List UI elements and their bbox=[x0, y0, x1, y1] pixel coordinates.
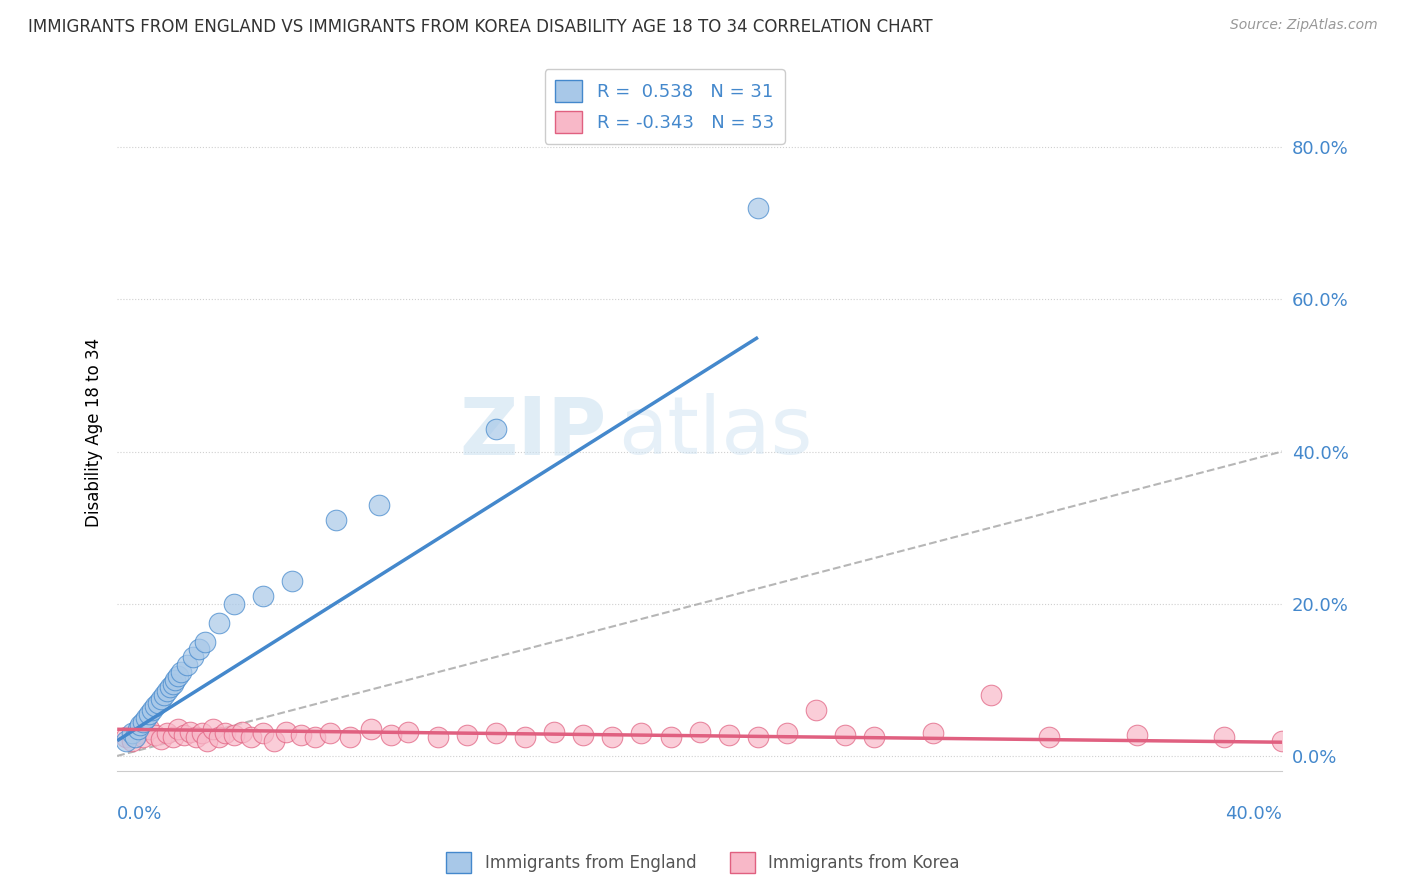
Point bbox=[127, 726, 149, 740]
Point bbox=[717, 728, 740, 742]
Point bbox=[776, 726, 799, 740]
Point bbox=[339, 730, 361, 744]
Text: IMMIGRANTS FROM ENGLAND VS IMMIGRANTS FROM KOREA DISABILITY AGE 18 TO 34 CORRELA: IMMIGRANTS FROM ENGLAND VS IMMIGRANTS FR… bbox=[28, 18, 932, 36]
Point bbox=[132, 714, 155, 729]
Point bbox=[208, 615, 231, 630]
Point bbox=[121, 726, 143, 740]
Point bbox=[274, 724, 297, 739]
Point bbox=[156, 726, 179, 740]
Point bbox=[456, 728, 478, 742]
Point bbox=[165, 673, 187, 687]
Point bbox=[360, 723, 382, 737]
Point bbox=[167, 669, 190, 683]
Point bbox=[124, 730, 146, 744]
Point bbox=[659, 730, 682, 744]
Point bbox=[319, 726, 342, 740]
Point bbox=[252, 726, 274, 740]
Point bbox=[138, 707, 160, 722]
Point bbox=[1213, 730, 1236, 744]
Legend: R =  0.538   N = 31, R = -0.343   N = 53: R = 0.538 N = 31, R = -0.343 N = 53 bbox=[544, 69, 785, 144]
Point bbox=[143, 699, 166, 714]
Point bbox=[1125, 728, 1147, 742]
Point bbox=[135, 711, 157, 725]
Point bbox=[543, 724, 565, 739]
Point bbox=[426, 730, 449, 744]
Legend: Immigrants from England, Immigrants from Korea: Immigrants from England, Immigrants from… bbox=[440, 846, 966, 880]
Point bbox=[263, 733, 285, 747]
Point bbox=[149, 732, 172, 747]
Point bbox=[485, 422, 508, 436]
Point bbox=[138, 723, 160, 737]
Y-axis label: Disability Age 18 to 34: Disability Age 18 to 34 bbox=[86, 338, 103, 527]
Point bbox=[304, 730, 326, 744]
Text: 0.0%: 0.0% bbox=[117, 805, 163, 823]
Point bbox=[863, 730, 886, 744]
Point bbox=[132, 730, 155, 744]
Point bbox=[193, 634, 215, 648]
Point bbox=[252, 589, 274, 603]
Point bbox=[602, 730, 624, 744]
Point bbox=[202, 723, 225, 737]
Point bbox=[398, 724, 420, 739]
Point bbox=[162, 676, 184, 690]
Point bbox=[179, 724, 201, 739]
Point bbox=[156, 684, 179, 698]
Point bbox=[231, 724, 253, 739]
Point bbox=[115, 730, 138, 744]
Point bbox=[190, 726, 212, 740]
Point bbox=[187, 642, 209, 657]
Point bbox=[834, 728, 856, 742]
Point bbox=[630, 726, 652, 740]
Point bbox=[162, 730, 184, 744]
Point bbox=[240, 730, 263, 744]
Point bbox=[921, 726, 943, 740]
Point bbox=[167, 723, 190, 737]
Text: ZIP: ZIP bbox=[460, 393, 606, 472]
Point bbox=[980, 688, 1002, 702]
Point bbox=[129, 718, 152, 732]
Point bbox=[141, 703, 163, 717]
Point bbox=[184, 730, 207, 744]
Text: 40.0%: 40.0% bbox=[1226, 805, 1282, 823]
Point bbox=[115, 733, 138, 747]
Point bbox=[747, 201, 769, 215]
Point bbox=[143, 728, 166, 742]
Point bbox=[325, 513, 347, 527]
Point bbox=[127, 723, 149, 737]
Point bbox=[176, 657, 198, 672]
Point bbox=[806, 703, 828, 717]
Point bbox=[146, 696, 169, 710]
Point bbox=[689, 724, 711, 739]
Point bbox=[222, 597, 245, 611]
Point bbox=[290, 728, 312, 742]
Point bbox=[159, 681, 181, 695]
Point bbox=[513, 730, 536, 744]
Point bbox=[173, 728, 195, 742]
Point bbox=[170, 665, 193, 680]
Point bbox=[222, 728, 245, 742]
Point bbox=[368, 498, 391, 512]
Point bbox=[572, 728, 595, 742]
Point bbox=[208, 730, 231, 744]
Point bbox=[214, 726, 236, 740]
Point bbox=[1271, 733, 1294, 747]
Text: atlas: atlas bbox=[619, 393, 813, 472]
Text: Source: ZipAtlas.com: Source: ZipAtlas.com bbox=[1230, 18, 1378, 32]
Point bbox=[1038, 730, 1060, 744]
Point bbox=[380, 728, 402, 742]
Point bbox=[197, 733, 219, 747]
Point bbox=[152, 688, 174, 702]
Point bbox=[149, 691, 172, 706]
Point bbox=[747, 730, 769, 744]
Point bbox=[485, 726, 508, 740]
Point bbox=[281, 574, 304, 588]
Point bbox=[121, 733, 143, 747]
Point bbox=[181, 650, 204, 665]
